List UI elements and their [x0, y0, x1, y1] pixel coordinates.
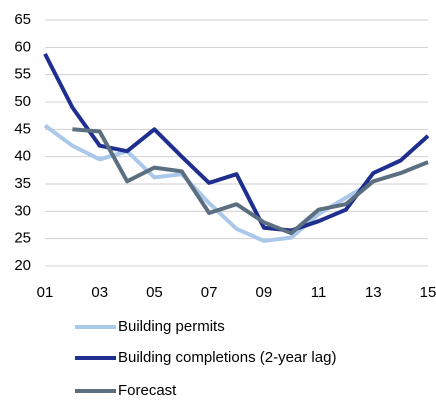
- y-tick-label: 35: [14, 175, 31, 192]
- y-tick-label: 40: [14, 148, 31, 165]
- legend-label: Building completions (2-year lag): [118, 349, 336, 366]
- legend-label: Building permits: [118, 318, 225, 335]
- y-tick-label: 55: [14, 66, 31, 83]
- x-tick-label: 09: [256, 284, 273, 301]
- x-tick-label: 03: [91, 284, 108, 301]
- series-line: [72, 127, 429, 236]
- y-tick-label: 45: [14, 120, 31, 137]
- x-tick-label: 13: [365, 284, 382, 301]
- x-tick-label: 15: [420, 284, 436, 301]
- y-tick-label: 20: [14, 257, 31, 274]
- x-tick-label: 07: [201, 284, 218, 301]
- legend-label: Forecast: [118, 382, 177, 399]
- y-tick-label: 30: [14, 202, 31, 219]
- y-tick-label: 50: [14, 93, 31, 110]
- y-tick-label: 25: [14, 230, 31, 247]
- x-tick-label: 01: [37, 284, 54, 301]
- x-tick-label: 05: [146, 284, 163, 301]
- series-line: [43, 123, 375, 243]
- y-tick-label: 65: [14, 11, 31, 28]
- x-tick-label: 11: [311, 284, 327, 301]
- y-tick-label: 60: [14, 38, 31, 55]
